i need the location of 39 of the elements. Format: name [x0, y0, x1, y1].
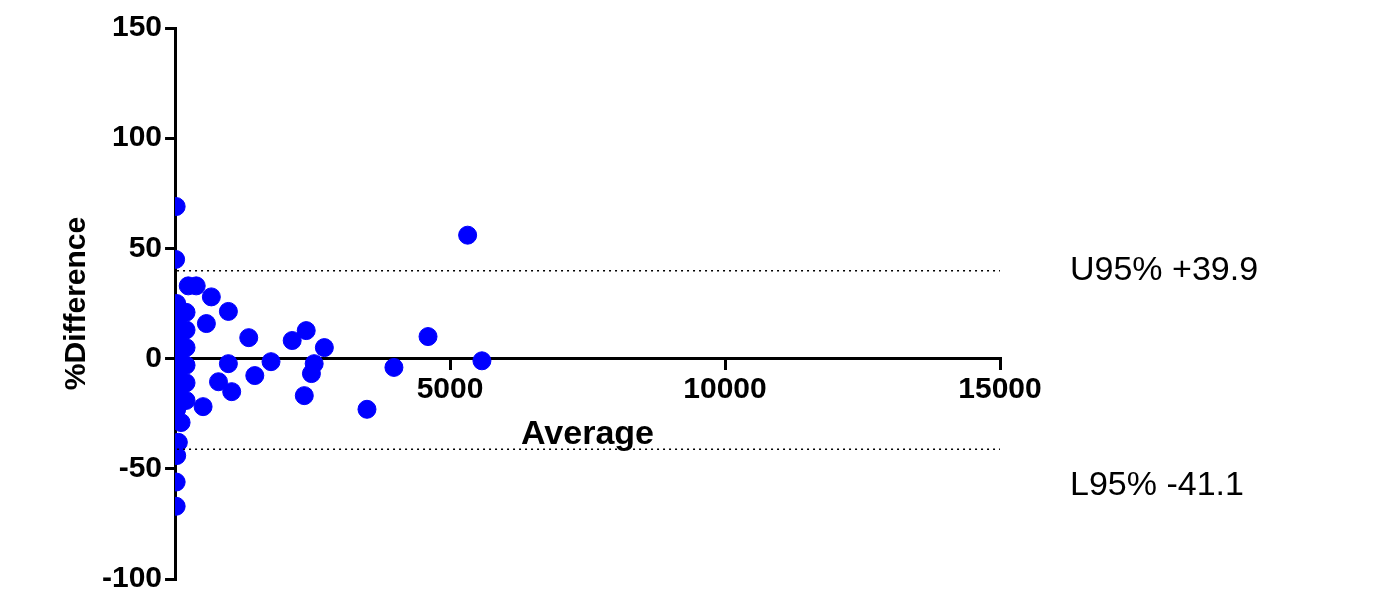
point	[218, 301, 238, 321]
point	[245, 366, 265, 386]
y-tick-label: 50	[128, 229, 163, 263]
point	[208, 372, 228, 392]
point	[222, 382, 242, 402]
point	[176, 338, 196, 358]
point	[294, 386, 314, 406]
x-tick-label: 10000	[683, 370, 767, 404]
point	[176, 320, 196, 340]
x-tick-label: 15000	[958, 370, 1042, 404]
point	[193, 397, 213, 417]
point	[384, 357, 404, 377]
point	[418, 327, 438, 347]
point	[176, 390, 196, 410]
point	[201, 287, 221, 307]
point	[472, 351, 492, 371]
point	[176, 373, 196, 393]
x-tick-label: 5000	[416, 370, 484, 404]
y-tick-label: 100	[111, 119, 163, 153]
point	[314, 338, 334, 358]
y-tick-label: 150	[111, 9, 163, 43]
point	[239, 328, 259, 348]
point	[196, 314, 216, 334]
point	[176, 302, 196, 322]
ref-line-label: U95% +39.9	[1070, 249, 1259, 288]
x-axis-title: Average	[521, 413, 654, 452]
point	[458, 225, 478, 245]
point	[176, 355, 196, 375]
ref-line-label: L95% -41.1	[1070, 463, 1244, 502]
point	[261, 352, 281, 372]
y-tick-label: 0	[145, 339, 163, 373]
point	[301, 364, 321, 384]
y-axis-title: %Difference	[58, 216, 92, 391]
point	[218, 354, 238, 374]
y-tick-label: -100	[102, 560, 163, 594]
y-tick-label: -50	[118, 450, 163, 484]
point	[296, 321, 316, 341]
point	[357, 399, 377, 419]
point	[282, 331, 302, 351]
